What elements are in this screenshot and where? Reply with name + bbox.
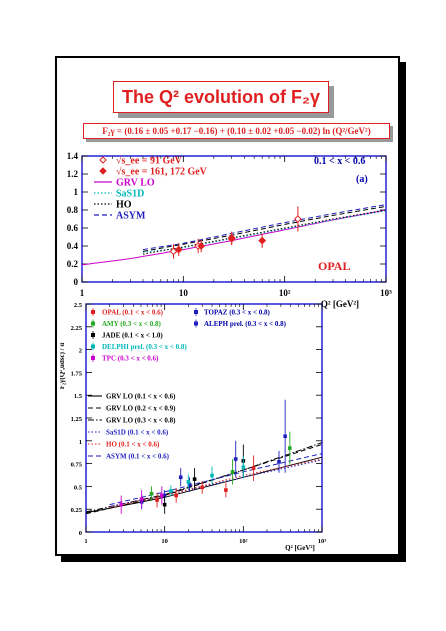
data-point-91gev (293, 215, 302, 223)
y-tick-label: 0.2 (67, 259, 79, 269)
chart-bottom-panel: 1 10 10² 10³ 0 0.25 0.5 0.75 1 1.25 1.5 1.75 2 2.25 2.… (60, 302, 327, 552)
data-point-tpc (160, 493, 164, 498)
data-point-delphi (210, 473, 214, 478)
plot-frame (81, 155, 387, 283)
y-tick-label: 2.5 (74, 302, 83, 309)
y-axis-label: F₂γ(Q²,udsc) / α (60, 343, 66, 390)
x-tick-label: 1 (80, 288, 85, 298)
y-tick-label: 1.2 (67, 169, 79, 179)
y-tick-label: 0.5 (74, 484, 83, 491)
x-range-note: 0.1 < x < 0.6 (314, 156, 365, 167)
data-point-tpc (139, 497, 144, 501)
legend-label: GRV LO (116, 178, 155, 189)
legend-label: SaS1D (0.1 < x < 0.6) (106, 429, 169, 437)
data-point-topaz (178, 475, 183, 480)
curve-asym (142, 204, 387, 251)
opal-watermark: OPAL (318, 259, 350, 273)
legend-label: TOPAZ (0.3 < x < 0.8) (204, 309, 271, 317)
y-tick-label: 0.4 (67, 241, 79, 251)
data-point-jade (192, 477, 197, 481)
legend-label: HO (0.1 < x < 0.6) (106, 441, 160, 449)
legend-label: ALEPH prel. (0.3 < x < 0.8) (204, 320, 287, 328)
legend-label: √s_ee = 91 GeV (116, 156, 183, 167)
legend-label: OPAL (0.1 < x < 0.6) (102, 309, 164, 317)
y-tick-label: 1.4 (67, 151, 79, 161)
chart-top-panel: 1 10 10² 10³ 0 0.2 0.4 0.6 0.8 1 1.2 1.4 √s_ee = 91 … (67, 151, 392, 309)
y-tick-label: 1.75 (71, 370, 83, 377)
fit-formula: F₂γ = (0.16 ± 0.05 +0.17 −0.16) + (0.10 … (83, 123, 390, 139)
x-tick-label: 10 (161, 538, 168, 545)
curve-ho-0-1-x-0-6- (109, 458, 323, 508)
y-tick-label: 0.75 (71, 462, 83, 469)
legend-label: ASYM (116, 211, 146, 222)
curve-sas1d (142, 210, 387, 253)
legend-label: SaS1D (116, 189, 144, 200)
curve-extra (142, 205, 387, 252)
legend-label: GRV LO (0.1 < x < 0.6) (106, 393, 176, 401)
x-axis-label: Q² [GeV²] (321, 299, 359, 309)
data-point-topaz-high (283, 434, 287, 439)
data-point-amy (230, 470, 235, 474)
x-axis-label: Q² [GeV²] (285, 544, 315, 552)
data-point-amy (288, 446, 292, 450)
y-tick-label: 1.25 (71, 416, 83, 423)
x-tick-label: 10² (239, 538, 248, 545)
data-point-161gev (174, 245, 183, 254)
x-tick-label: 10³ (318, 538, 327, 545)
legend-label: √s_ee = 161, 172 GeV (116, 167, 208, 178)
curve-grv-lo-0-2-x-0-9- (85, 443, 323, 515)
y-tick-label: 2 (79, 348, 82, 355)
data-point-opal (174, 493, 178, 498)
data-point-161gev (197, 242, 206, 250)
legend-label: AMY (0.3 < x < 0.8) (102, 320, 162, 328)
data-point-amy (149, 491, 154, 496)
data-point-delphi (169, 489, 173, 493)
data-point-161gev (227, 234, 236, 243)
legend-label: HO (116, 200, 132, 211)
poster-title: The Q² evolution of F₂γ (113, 81, 329, 113)
data-point-aleph (277, 459, 281, 464)
data-point-opal (155, 498, 159, 502)
x-tick-label: 1 (84, 538, 87, 545)
y-tick-label: 0.8 (67, 205, 79, 215)
y-tick-label: 0 (74, 277, 79, 287)
y-tick-label: 2.25 (71, 325, 83, 332)
curve-asym-0-1-x-0-6- (109, 453, 323, 506)
x-tick-label: 10² (279, 288, 291, 298)
legend-label: TPC (0.3 < x < 0.6) (102, 355, 159, 363)
data-point-topaz (233, 457, 238, 461)
curve-grv-lo-0-3-x-0-8- (85, 442, 323, 513)
y-tick-label: 0.6 (67, 223, 79, 233)
data-point-jade (162, 502, 167, 507)
x-tick-label: 10³ (380, 288, 392, 298)
data-point-opal (251, 466, 256, 470)
legend-label: GRV LO (0.2 < x < 0.9) (106, 405, 176, 413)
y-tick-label: 1 (79, 439, 82, 446)
x-tick-label: 10 (179, 288, 189, 298)
legend-label: JADE (0.1 < x < 1.0) (102, 332, 163, 340)
data-point-opal (224, 488, 228, 492)
data-point-161gev (258, 236, 267, 245)
y-tick-label: 0 (79, 530, 82, 537)
data-point-delphi (241, 465, 246, 470)
data-point-delphi (186, 480, 191, 484)
data-point-opal (200, 485, 205, 490)
y-tick-label: 1 (74, 187, 79, 197)
y-tick-label: 1.5 (74, 393, 83, 400)
legend-label: DELPHI prel. (0.3 < x < 0.8) (102, 343, 187, 351)
y-tick-label: 0.25 (71, 507, 83, 514)
legend-label: ASYM (0.1 < x < 0.6) (106, 453, 170, 461)
panel-label: (a) (356, 174, 368, 185)
legend-marker (99, 167, 107, 175)
legend-label: GRV LO (0.3 < x < 0.8) (106, 417, 176, 425)
data-point-aleph (187, 482, 192, 487)
legend-marker (99, 156, 107, 164)
data-point-tpc (119, 502, 123, 507)
